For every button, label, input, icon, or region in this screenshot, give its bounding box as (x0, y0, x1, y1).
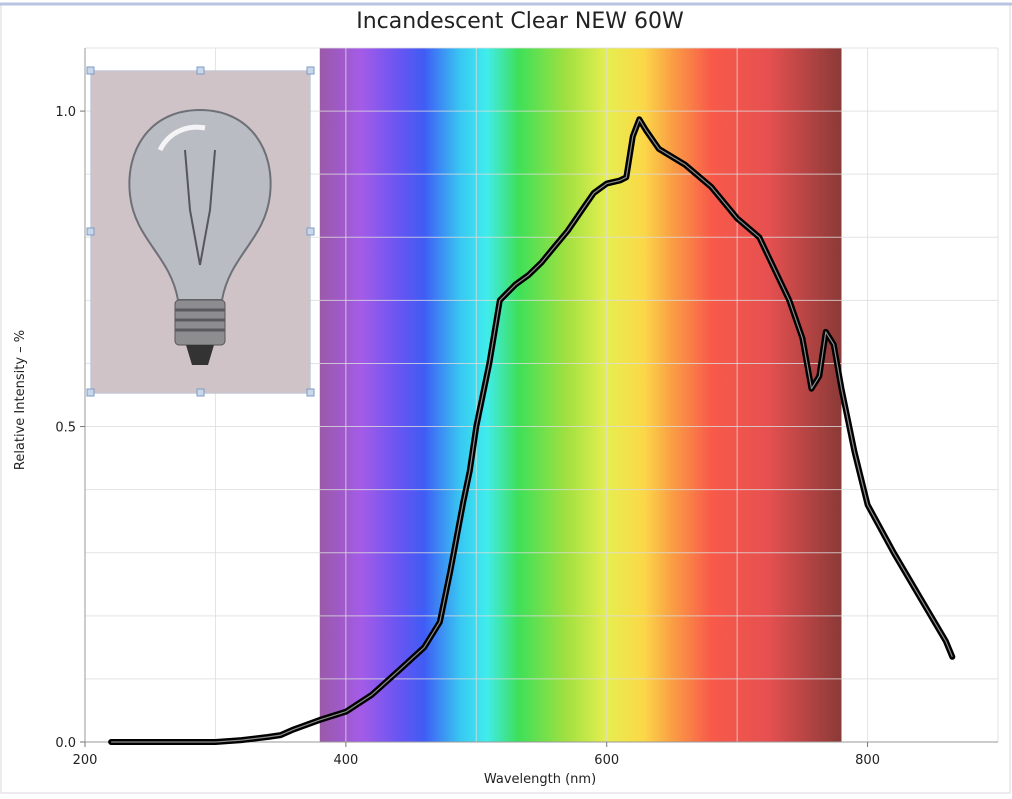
bulb-photo (87, 67, 314, 396)
x-tick-label: 600 (594, 753, 619, 768)
chart: Incandescent Clear NEW 60W Wavelength (n… (0, 0, 1012, 795)
spectrum-layer (320, 48, 842, 742)
x-tick-label: 800 (855, 753, 880, 768)
y-axis-label: Relative Intensity – % (13, 330, 28, 470)
y-tick-label: 0.5 (55, 421, 76, 436)
x-tick-label: 400 (333, 753, 358, 768)
y-tick-label: 0.0 (55, 736, 76, 751)
visible-spectrum (320, 48, 842, 742)
x-tick-label: 200 (73, 753, 98, 768)
handle (307, 389, 314, 396)
chart-title: Incandescent Clear NEW 60W (356, 9, 684, 34)
handle (307, 228, 314, 235)
handle (87, 67, 94, 74)
y-tick-label: 1.0 (55, 105, 76, 120)
x-axis-label: Wavelength (nm) (484, 772, 596, 787)
handle (197, 67, 204, 74)
handle (197, 389, 204, 396)
handle (307, 67, 314, 74)
handle (87, 228, 94, 235)
bulb-base (175, 300, 225, 345)
handle (87, 389, 94, 396)
